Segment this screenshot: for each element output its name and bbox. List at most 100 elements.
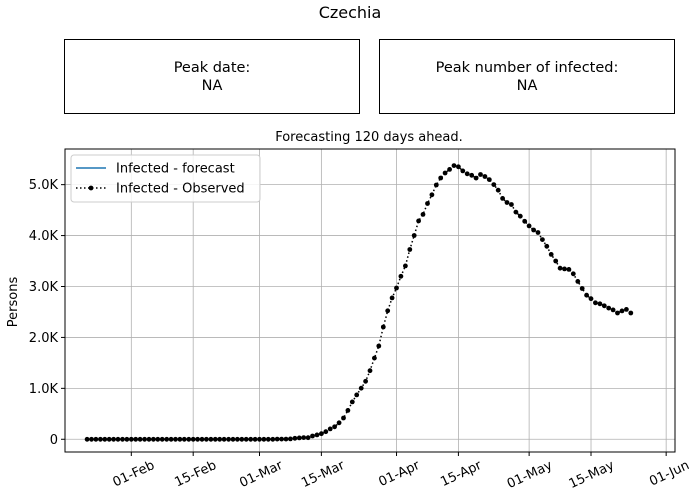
- x-tick-label: 15-Mar: [299, 458, 347, 491]
- observed-point: [615, 310, 620, 316]
- observed-point: [349, 399, 355, 405]
- observed-point: [270, 436, 276, 442]
- observed-point: [451, 163, 457, 169]
- observed-point: [601, 303, 607, 309]
- observed-point: [89, 436, 94, 442]
- observed-point: [389, 295, 395, 301]
- observed-point: [217, 436, 223, 442]
- observed-point: [155, 436, 161, 442]
- observed-point: [208, 436, 214, 442]
- observed-point: [522, 218, 528, 224]
- x-tick-label: 01-Jun: [647, 458, 692, 489]
- observed-point: [411, 233, 417, 238]
- observed-point: [588, 296, 594, 302]
- y-axis-ticks: 0 1.0K 2.0K 3.0K 4.0K 5.0K: [29, 178, 65, 448]
- observed-series-line: [87, 164, 632, 441]
- y-tick-label: 2.0K: [29, 331, 59, 346]
- observed-point: [137, 436, 143, 442]
- observed-point: [288, 436, 293, 442]
- observed-point: [195, 436, 201, 442]
- series-layer: [84, 163, 634, 442]
- y-tick-label: 0: [50, 433, 58, 448]
- observed-point: [517, 213, 523, 219]
- peak-date-value: NA: [201, 77, 223, 94]
- observed-point: [469, 172, 475, 178]
- observed-point: [376, 343, 382, 349]
- observed-point: [159, 436, 165, 442]
- observed-point: [372, 355, 377, 361]
- observed-point: [526, 223, 532, 229]
- observed-point: [310, 433, 315, 439]
- observed-point: [323, 429, 329, 435]
- legend: Infected - forecast Infected - Observed: [70, 154, 261, 203]
- observed-point: [535, 230, 541, 235]
- x-tick-label: 01-Mar: [237, 458, 285, 491]
- observed-point: [624, 307, 629, 312]
- observed-point: [540, 237, 545, 243]
- y-tick-label: 5.0K: [29, 178, 59, 193]
- observed-point: [548, 252, 554, 257]
- observed-point: [557, 265, 563, 271]
- observed-point: [460, 168, 466, 174]
- observed-point: [575, 279, 581, 284]
- observed-point: [151, 436, 156, 442]
- observed-point: [500, 196, 505, 201]
- observed-point: [597, 301, 603, 307]
- observed-point: [464, 171, 470, 177]
- observed-point: [248, 436, 254, 442]
- observed-point: [168, 436, 174, 442]
- observed-point: [199, 436, 205, 442]
- observed-point: [341, 415, 346, 421]
- observed-point: [93, 436, 99, 442]
- observed-point: [204, 436, 209, 442]
- observed-point: [128, 436, 134, 442]
- observed-point: [504, 200, 510, 205]
- observed-point: [606, 305, 612, 311]
- observed-point: [593, 300, 598, 306]
- chart-title: Forecasting 120 days ahead.: [275, 130, 463, 145]
- observed-point: [226, 436, 232, 442]
- observed-point: [243, 436, 249, 442]
- observed-point: [491, 182, 497, 188]
- observed-point: [332, 424, 337, 430]
- observed-point: [553, 258, 559, 264]
- y-axis-label: Persons: [6, 277, 21, 328]
- x-tick-label: 01-Feb: [111, 458, 157, 490]
- observed-point: [628, 310, 634, 316]
- observed-point: [235, 436, 240, 442]
- observed-point: [442, 170, 448, 176]
- x-tick-label: 15-May: [567, 458, 617, 492]
- observed-point: [221, 436, 227, 442]
- observed-point: [447, 167, 452, 172]
- legend-observed-marker: [88, 185, 94, 191]
- x-axis-ticks: 01-Feb 15-Feb 01-Mar 15-Mar 01-Apr 15-Apr 01-M…: [111, 452, 692, 492]
- observed-point: [398, 273, 404, 279]
- observed-point: [425, 201, 430, 206]
- observed-point: [252, 436, 258, 442]
- observed-point: [146, 436, 152, 442]
- observed-point: [478, 172, 483, 177]
- legend-forecast-label: Infected - forecast: [116, 162, 235, 177]
- observed-point: [367, 368, 373, 374]
- observed-point: [544, 243, 550, 249]
- observed-point: [279, 436, 284, 442]
- observed-point: [186, 436, 192, 442]
- observed-point: [111, 436, 116, 442]
- x-tick-label: 01-May: [505, 458, 555, 492]
- observed-point: [509, 202, 514, 207]
- peak-infected-label: Peak number of infected:: [435, 59, 619, 76]
- observed-point: [403, 263, 408, 269]
- observed-point: [562, 266, 567, 272]
- observed-point: [212, 436, 218, 442]
- x-tick-label: 15-Apr: [438, 458, 484, 490]
- observed-point: [115, 436, 121, 442]
- peak-date-box: Peak date: NA: [64, 39, 360, 114]
- observed-point: [261, 436, 267, 442]
- plot-area-frame: [64, 148, 676, 453]
- observed-point: [619, 308, 625, 314]
- observed-point: [420, 212, 426, 217]
- observed-point: [257, 436, 262, 442]
- x-tick-label: 15-Feb: [172, 458, 218, 490]
- observed-point: [181, 436, 187, 442]
- observed-point: [482, 174, 488, 179]
